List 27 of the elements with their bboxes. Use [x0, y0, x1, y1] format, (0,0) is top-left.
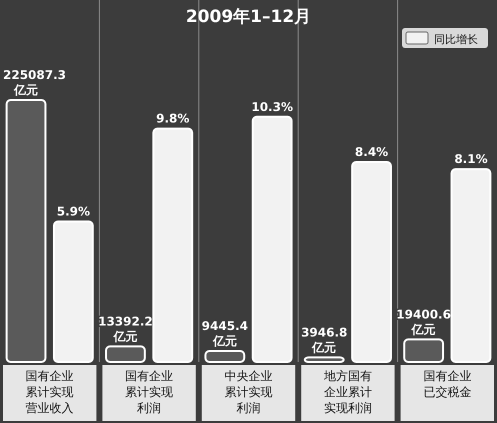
data-label: 8.1% [454, 152, 488, 166]
data-label: 5.9% [56, 204, 90, 219]
data-label: 3946.8 亿元 [301, 325, 348, 354]
data-label: 19400.6 亿元 [396, 307, 451, 336]
bar [6, 99, 46, 363]
x-tick-label: 地方国有企业累计实现利润 [322, 369, 372, 415]
bar [351, 161, 392, 363]
data-label: 225087.3 亿元 [3, 68, 66, 97]
data-label: 13392.2 亿元 [98, 314, 153, 344]
x-tick-label: 国有企业累计实现营业收入 [26, 369, 74, 415]
data-label: 8.4% [354, 145, 388, 160]
bar [403, 338, 444, 363]
bar [52, 220, 94, 363]
bar [252, 116, 293, 363]
data-label: 9445.4 亿元 [202, 319, 248, 348]
x-tick-label: 中央企业累计实现利润 [224, 369, 272, 415]
data-label: 10.3% [251, 100, 293, 114]
bar [152, 128, 194, 363]
bar [304, 356, 345, 363]
x-tick-label: 国有企业累计实现利润 [125, 369, 174, 415]
legend-label: 同比增长 [434, 33, 478, 46]
chart-title: 2009年1–12月 [186, 7, 312, 27]
x-tick-label: 国有企业已交税金 [423, 369, 472, 399]
bar [204, 350, 246, 363]
bar [450, 168, 492, 363]
bar [105, 345, 146, 363]
data-label: 9.8% [156, 112, 190, 126]
